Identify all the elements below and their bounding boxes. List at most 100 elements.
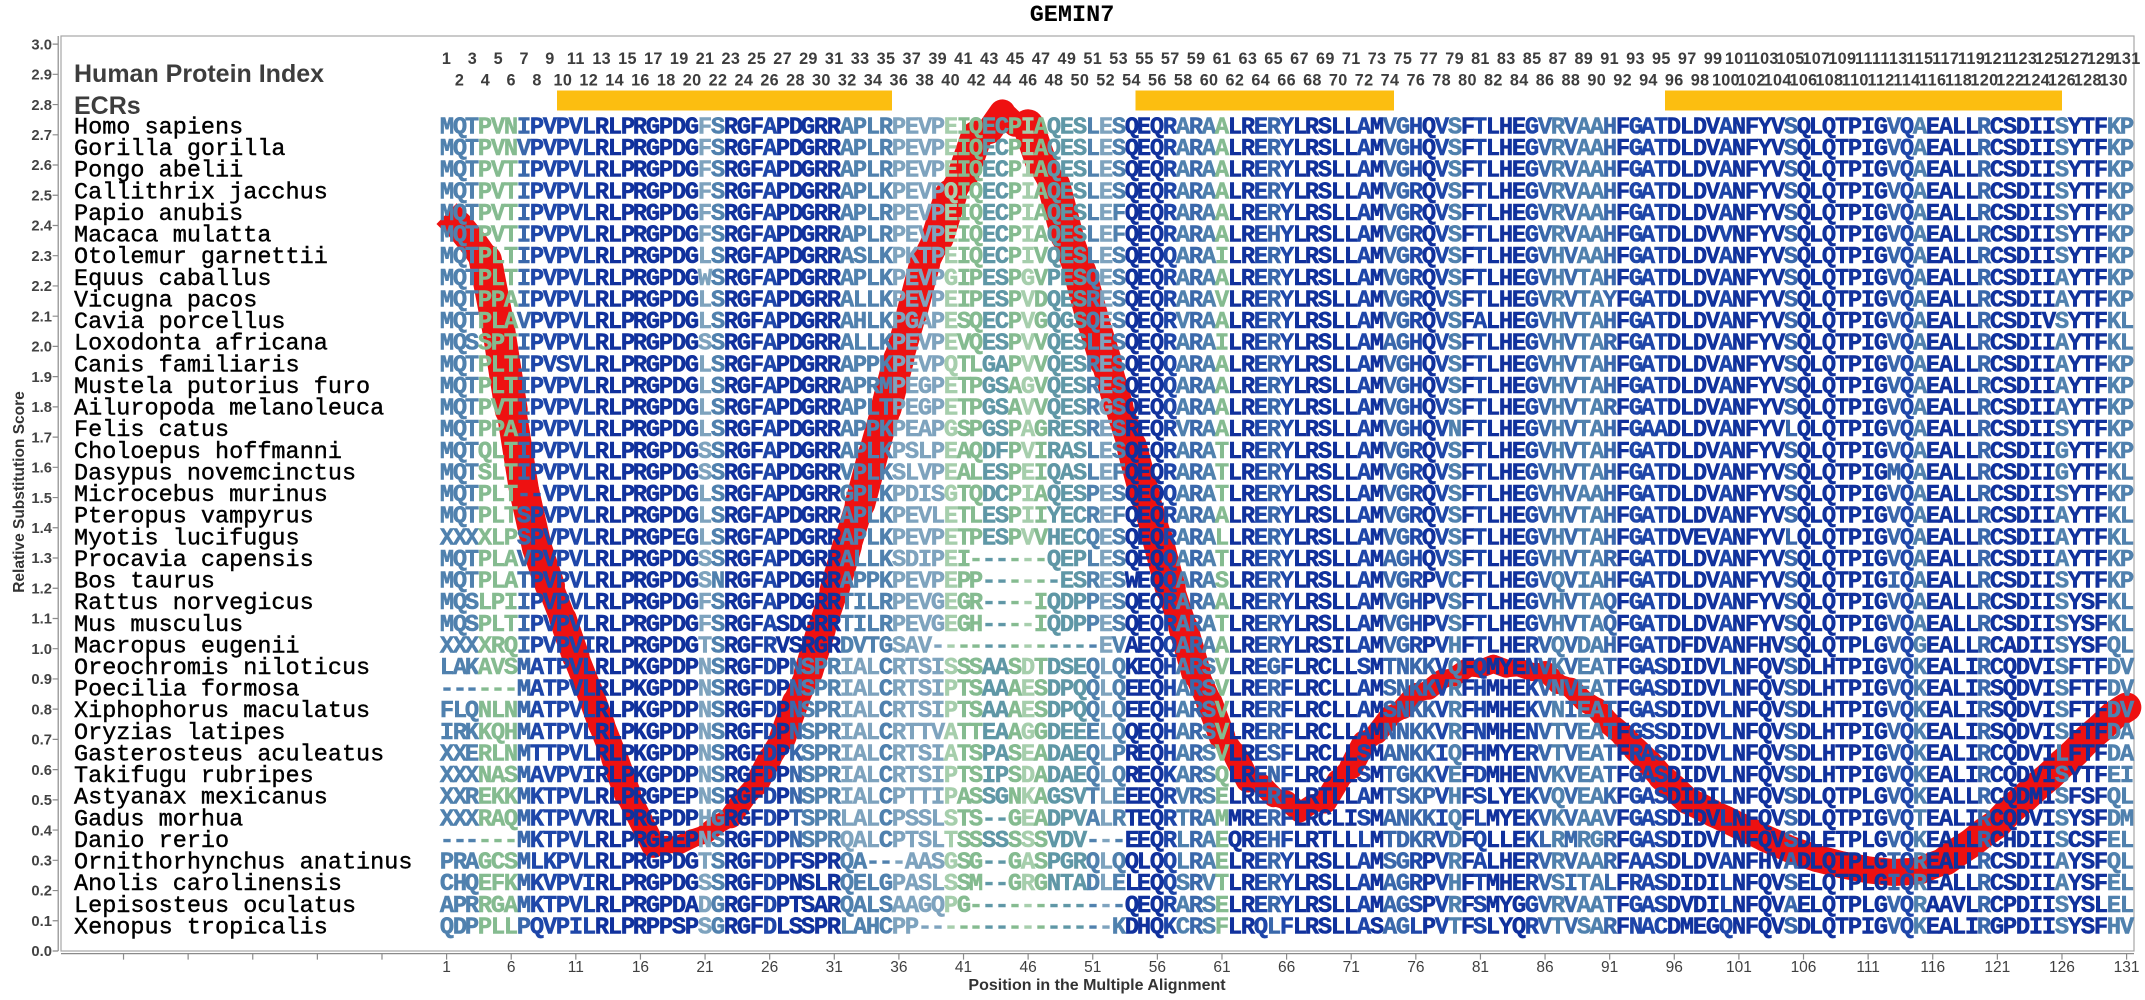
svg-text:A: A (1719, 158, 1734, 185)
svg-text:RLPRGPDG: RLPRGPDG (595, 179, 699, 206)
svg-text:0.0: 0.0 (31, 944, 52, 960)
svg-text:S: S (711, 266, 725, 293)
svg-text:2.1: 2.1 (31, 309, 52, 325)
svg-text:81: 81 (1472, 959, 1489, 976)
svg-text:G: G (1525, 115, 1539, 142)
svg-text:S: S (711, 179, 725, 206)
svg-text:LRSLL: LRSLL (1293, 244, 1358, 271)
svg-text:MQT: MQT (440, 179, 479, 206)
svg-text:LRSLL: LRSLL (1293, 266, 1358, 293)
svg-text:V: V (1538, 158, 1553, 185)
svg-text:117: 117 (1932, 50, 1959, 68)
svg-text:88: 88 (1562, 72, 1581, 90)
svg-text:2: 2 (455, 72, 464, 90)
svg-text:18: 18 (657, 72, 676, 90)
svg-text:L: L (1086, 158, 1100, 185)
svg-text:A: A (1913, 223, 1928, 250)
svg-text:QLQTPIG: QLQTPIG (1797, 201, 1888, 228)
svg-text:QLQTPIG: QLQTPIG (1797, 136, 1888, 163)
svg-text:16: 16 (632, 959, 649, 976)
svg-text:LR: LR (1228, 201, 1256, 228)
svg-text:Human Protein Index: Human Protein Index (74, 60, 324, 88)
svg-text:GAT: GAT (1629, 115, 1668, 142)
svg-text:APLK: APLK (840, 266, 894, 293)
svg-text:F: F (1616, 201, 1630, 228)
svg-text:77: 77 (1419, 50, 1438, 68)
svg-text:S: S (1448, 136, 1462, 163)
svg-text:E: E (1254, 223, 1268, 250)
svg-text:A: A (1176, 266, 1191, 293)
svg-text:107: 107 (1802, 50, 1830, 68)
svg-text:LHE: LHE (1486, 266, 1526, 293)
svg-text:H: H (1409, 115, 1423, 142)
svg-text:R: R (1977, 136, 1992, 163)
svg-text:APLR: APLR (840, 223, 894, 250)
svg-text:125: 125 (2035, 50, 2063, 68)
svg-text:CSDII: CSDII (1990, 179, 2056, 206)
svg-text:DHQ: DHQ (1125, 914, 1164, 941)
svg-text:M: M (1370, 179, 1384, 206)
svg-text:APLR: APLR (840, 115, 894, 142)
svg-text:M: M (1370, 223, 1384, 250)
svg-text:V: V (1887, 158, 1902, 185)
svg-text:V: V (1564, 201, 1579, 228)
svg-text:AA: AA (1577, 115, 1605, 142)
svg-text:123: 123 (2009, 50, 2037, 68)
svg-text:EALL: EALL (1926, 179, 1979, 206)
svg-text:PES: PES (1047, 266, 1087, 293)
svg-text:39: 39 (928, 50, 947, 68)
svg-text:LHE: LHE (1486, 244, 1526, 271)
svg-text:IP: IP (957, 266, 983, 293)
svg-text:S: S (1784, 158, 1798, 185)
svg-text:S: S (1448, 158, 1462, 185)
svg-text:97: 97 (1678, 50, 1697, 68)
svg-text:T: T (1473, 266, 1487, 293)
svg-text:S: S (2055, 223, 2069, 250)
svg-text:34: 34 (864, 72, 883, 90)
svg-text:PLL: PLL (478, 914, 518, 941)
svg-text:74: 74 (1381, 72, 1400, 90)
svg-text:YTF: YTF (2068, 136, 2108, 163)
svg-text:LAHC: LAHC (840, 914, 893, 941)
svg-text:Q: Q (1086, 266, 1100, 293)
svg-text:GAT: GAT (1629, 201, 1668, 228)
svg-text:11: 11 (567, 50, 585, 68)
svg-text:A: A (763, 223, 778, 250)
svg-text:PEVP: PEVP (892, 179, 945, 206)
svg-text:M: M (1370, 158, 1384, 185)
svg-text:LRSLL: LRSLL (1293, 201, 1358, 228)
svg-text:EALL: EALL (1926, 158, 1979, 185)
svg-text:37: 37 (902, 50, 921, 68)
svg-text:32: 32 (838, 72, 857, 90)
svg-text:PVT: PVT (478, 201, 518, 228)
svg-text:58: 58 (1174, 72, 1193, 90)
svg-text:E: E (1254, 179, 1268, 206)
svg-text:VG: VG (1383, 201, 1410, 228)
svg-text:119: 119 (1958, 50, 1985, 68)
svg-text:2.5: 2.5 (31, 188, 52, 204)
svg-text:A: A (1913, 266, 1928, 293)
svg-text:V: V (1887, 179, 1902, 206)
svg-text:PVPVL: PVPVL (530, 136, 596, 163)
svg-text:DLDV: DLDV (1667, 244, 1721, 271)
svg-text:PDGRR: PDGRR (776, 244, 842, 271)
svg-text:26: 26 (761, 959, 778, 976)
svg-text:EC: EC (982, 115, 1009, 142)
svg-text:KP: KP (2107, 223, 2134, 250)
svg-text:R: R (1409, 266, 1424, 293)
svg-text:GAT: GAT (1629, 223, 1668, 250)
svg-text:PDGRR: PDGRR (776, 158, 842, 185)
svg-text:101: 101 (1725, 50, 1753, 68)
svg-text:P: P (1008, 223, 1022, 250)
svg-text:2.7: 2.7 (31, 128, 52, 144)
svg-text:PEVP: PEVP (892, 223, 945, 250)
svg-text:I: I (517, 266, 531, 293)
svg-text:A: A (763, 179, 778, 206)
svg-text:56: 56 (1148, 72, 1167, 90)
svg-text:A: A (1176, 244, 1191, 271)
svg-text:QES: QES (1047, 136, 1087, 163)
svg-text:LHE: LHE (1486, 201, 1526, 228)
svg-text:NFYV: NFYV (1732, 115, 1786, 142)
svg-text:E: E (1099, 266, 1113, 293)
svg-text:DLQTPIG: DLQTPIG (1797, 914, 1888, 941)
